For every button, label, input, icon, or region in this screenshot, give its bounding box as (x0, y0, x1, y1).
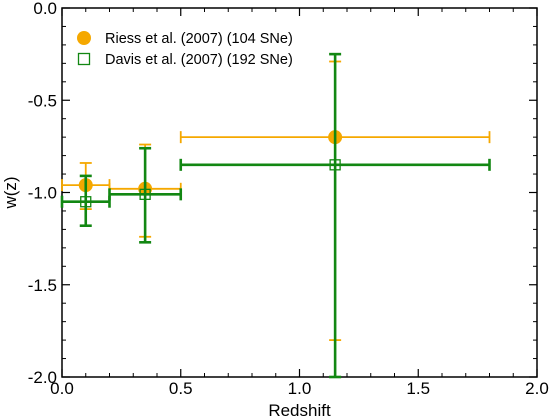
y-tick-label: -1.0 (28, 184, 57, 203)
series-layer (60, 52, 491, 379)
series-2 (60, 52, 491, 379)
legend: Riess et al. (2007) (104 SNe) Davis et al… (77, 31, 293, 68)
x-tick-label: 0.0 (50, 379, 74, 398)
series-1 (61, 60, 491, 342)
x-tick-label: 1.5 (406, 379, 430, 398)
legend-label-2: Davis et al. (2007) (192 SNe) (105, 52, 293, 68)
x-tick-label: 2.0 (525, 379, 549, 398)
x-axis-label: Redshift (268, 401, 331, 419)
x-tick-label: 0.5 (169, 379, 193, 398)
legend-marker-2 (77, 52, 91, 66)
y-tick-label: -0.5 (28, 91, 57, 110)
x-tick-label: 1.0 (288, 379, 312, 398)
data-point (80, 196, 92, 208)
legend-label-1: Riess et al. (2007) (104 SNe) (105, 31, 293, 47)
data-point (329, 159, 341, 171)
y-tick-label: 0.0 (33, 0, 57, 18)
legend-marker-1 (77, 31, 91, 45)
axis-ticks: 0.0 0.5 1.0 1.5 2.0 0.0 -0.5 -1.0 -1.5 -2.0 (28, 0, 549, 398)
data-point (139, 188, 151, 200)
y-axis-label: w(z) (1, 176, 20, 209)
y-tick-label: -2.0 (28, 368, 57, 387)
y-tick-label: -1.5 (28, 276, 57, 295)
